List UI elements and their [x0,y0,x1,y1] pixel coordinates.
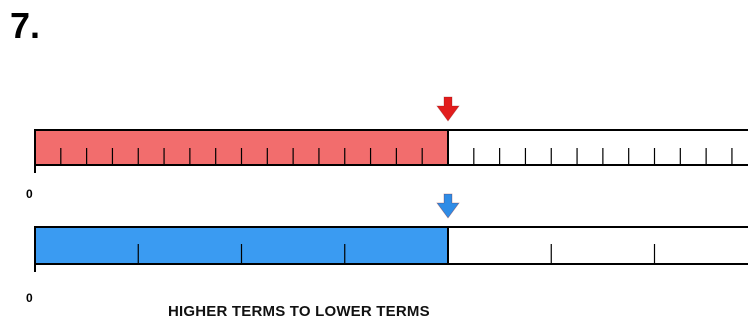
problem-number: 7. [10,5,41,46]
down-arrow-icon [436,193,460,219]
start-label: 0 [26,291,33,305]
caption: HIGHER TERMS TO LOWER TERMS [168,303,430,320]
top-fraction-bar: 01 [26,96,748,201]
bottom-fraction-bar: 01 [26,193,748,305]
down-arrow-icon [436,96,460,122]
start-label: 0 [26,187,33,201]
